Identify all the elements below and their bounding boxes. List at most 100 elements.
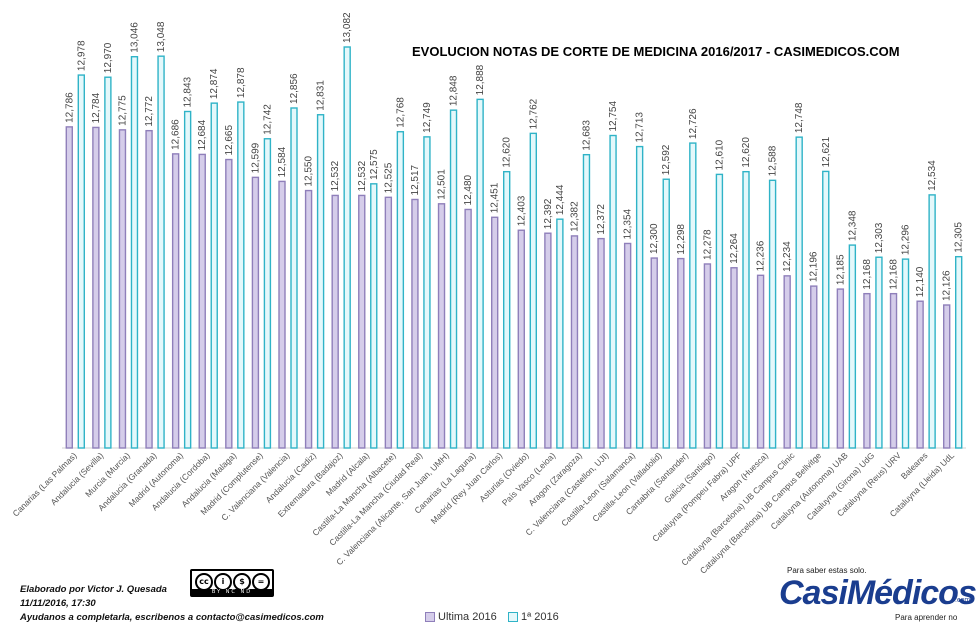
bar-series1-26 — [756, 274, 765, 449]
data-label-series1-26: 12,236 — [756, 240, 767, 271]
data-label-series2-12: 12,768 — [395, 97, 406, 128]
data-label-series1-6: 12,665 — [224, 125, 235, 156]
bar-series1-27 — [783, 275, 791, 449]
bar-series2-32 — [928, 194, 936, 449]
bar-series1-21 — [623, 242, 632, 449]
bar-series2-1 — [104, 76, 112, 449]
data-label-series1-0: 12,786 — [64, 92, 75, 123]
bar-series2-4 — [183, 110, 192, 449]
data-label-series1-18: 12,392 — [543, 198, 554, 229]
bar-series2-16 — [503, 170, 511, 449]
data-label-series2-22: 12,592 — [661, 144, 672, 175]
data-label-series2-23: 12,726 — [688, 108, 699, 139]
credit-author: Elaborado por Victor J. Quesada — [20, 584, 167, 595]
credit-date: 11/11/2016, 17:30 — [20, 598, 96, 609]
logo-tagline-top: Para saber estas solo. — [787, 566, 867, 575]
data-label-series2-19: 12,683 — [581, 120, 592, 151]
data-label-series2-14: 12,848 — [449, 75, 460, 106]
bar-series2-2 — [130, 56, 139, 449]
data-label-series1-13: 12,517 — [410, 164, 421, 195]
bar-series1-19 — [570, 235, 579, 449]
data-label-series2-33: 12,305 — [954, 222, 965, 253]
casimedicos-logo: Para saber estas solo. CasiMédicos .com … — [775, 566, 977, 626]
data-label-series1-24: 12,278 — [702, 229, 713, 260]
data-label-series1-4: 12,686 — [171, 119, 182, 150]
bar-series2-27 — [795, 136, 803, 449]
bar-series2-10 — [343, 46, 351, 449]
bar-series2-19 — [582, 153, 591, 449]
bar-series2-22 — [662, 178, 670, 449]
data-label-series2-29: 12,348 — [847, 210, 858, 241]
data-label-series2-9: 12,831 — [316, 80, 327, 111]
credit-contact: Ayudanos a completarla, escribenos a con… — [20, 612, 324, 623]
bar-series1-31 — [889, 292, 898, 449]
data-label-series1-23: 12,298 — [676, 224, 687, 255]
bar-series1-30 — [863, 292, 871, 449]
bar-series1-18 — [544, 232, 552, 449]
data-label-series2-18: 12,444 — [555, 184, 566, 215]
bar-series2-9 — [316, 114, 325, 449]
bar-series1-17 — [517, 229, 525, 449]
data-label-series2-20: 12,754 — [608, 100, 619, 131]
bar-series1-25 — [730, 267, 738, 449]
bar-series1-9 — [304, 189, 313, 449]
bar-series1-28 — [810, 285, 818, 449]
legend-item-ultima: Ultima 2016 — [425, 611, 497, 623]
data-label-series2-15: 12,888 — [475, 64, 486, 95]
bar-series2-28 — [822, 170, 830, 449]
bar-series1-12 — [384, 196, 393, 449]
data-label-series2-7: 12,742 — [262, 104, 273, 135]
data-label-series2-0: 12,978 — [76, 40, 87, 71]
data-label-series2-11: 12,575 — [369, 149, 380, 180]
data-label-series1-5: 12,684 — [197, 119, 208, 150]
bar-series1-14 — [437, 203, 446, 449]
bar-series1-6 — [225, 158, 233, 449]
data-label-series2-27: 12,748 — [794, 102, 805, 133]
logo-tagline-bottom: Para aprender no — [895, 613, 958, 622]
data-label-series2-31: 12,296 — [901, 224, 912, 255]
bar-series1-2 — [118, 129, 127, 449]
data-label-series2-17: 12,762 — [528, 98, 539, 129]
data-label-series1-21: 12,354 — [623, 208, 634, 239]
bar-series2-20 — [609, 134, 617, 449]
data-label-series1-9: 12,550 — [304, 156, 315, 187]
bar-series2-6 — [237, 101, 245, 449]
bar-series1-11 — [358, 194, 366, 449]
data-label-series1-14: 12,501 — [437, 169, 448, 200]
bar-series1-32 — [916, 300, 924, 449]
data-label-series1-16: 12,451 — [490, 182, 501, 213]
data-label-series1-2: 12,775 — [117, 95, 128, 126]
bar-series1-10 — [331, 194, 339, 449]
chart-title: EVOLUCION NOTAS DE CORTE DE MEDICINA 201… — [412, 44, 900, 59]
data-label-series1-8: 12,584 — [277, 146, 288, 177]
data-label-series2-1: 12,970 — [103, 42, 114, 73]
bar-series2-29 — [848, 244, 857, 449]
bar-series2-24 — [715, 173, 724, 449]
bar-series1-7 — [251, 176, 260, 449]
data-label-series2-28: 12,621 — [821, 136, 832, 167]
data-label-series2-3: 13,048 — [156, 21, 167, 52]
bar-series2-33 — [955, 255, 963, 449]
bar-series2-7 — [263, 138, 272, 449]
bar-series1-24 — [703, 263, 712, 449]
data-label-series1-1: 12,784 — [91, 92, 102, 123]
legend-item-primera: 1ª 2016 — [508, 611, 559, 623]
bar-series2-8 — [290, 107, 298, 449]
data-label-series1-7: 12,599 — [250, 142, 261, 173]
bar-series1-8 — [278, 180, 286, 449]
data-label-series1-12: 12,525 — [383, 162, 394, 193]
bar-series2-0 — [77, 74, 85, 449]
legend-label-ultima: Ultima 2016 — [438, 611, 497, 623]
bar-series2-15 — [476, 98, 484, 449]
data-label-series2-6: 12,878 — [236, 67, 247, 98]
data-label-series1-25: 12,264 — [729, 233, 740, 264]
data-label-series1-15: 12,480 — [463, 174, 474, 205]
bar-series2-3 — [157, 55, 165, 449]
bar-series2-14 — [449, 109, 458, 449]
bar-series1-0 — [65, 126, 73, 449]
data-label-series1-28: 12,196 — [809, 251, 820, 282]
bar-series1-4 — [171, 153, 180, 449]
data-label-series2-32: 12,534 — [927, 160, 938, 191]
